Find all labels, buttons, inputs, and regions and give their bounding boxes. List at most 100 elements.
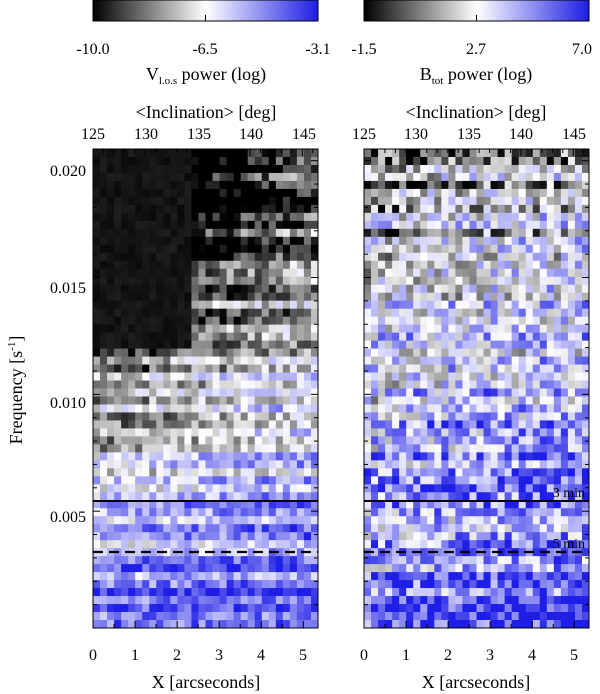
heatmap-cell [399,196,407,206]
heatmap-cell [121,572,129,581]
heatmap-cell [413,308,421,318]
heatmap-cell [455,164,463,174]
heatmap-cell [448,260,456,270]
heatmap-cell [275,332,284,341]
heatmap-cell [303,300,312,310]
heatmap-cell [483,500,491,509]
heatmap-cell [504,204,513,214]
heatmap-cell [261,260,270,270]
heatmap-cell [364,484,372,493]
heatmap-cell [170,236,178,246]
heatmap-cell [434,604,442,613]
heatmap-cell [205,580,213,589]
heatmap-cell [212,580,220,589]
heatmap-cell [212,540,220,549]
heatmap-cell [371,556,379,565]
heatmap-cell [226,212,235,222]
heatmap-cell [497,356,506,365]
heatmap-cell [406,228,414,238]
heatmap-cell [289,380,298,389]
heatmap-cell [511,252,520,262]
heatmap-cell [282,620,291,629]
heatmap-cell [399,596,407,605]
heatmap-cell [525,324,534,334]
heatmap-cell [149,340,157,349]
heatmap-cell [282,596,291,605]
heatmap-cell [303,468,312,477]
heatmap-cell [310,348,319,357]
heatmap-cell [289,220,298,230]
heatmap-cell [156,436,164,445]
heatmap-cell [518,388,527,397]
heatmap-cell [170,356,178,365]
heatmap-cell [93,556,101,565]
heatmap-cell [170,564,178,573]
heatmap-cell [296,356,305,365]
heatmap-cell [518,476,527,485]
heatmap-cell [191,149,199,158]
heatmap-cell [567,276,576,286]
heatmap-cell [198,516,206,525]
heatmap-cell [205,356,213,365]
heatmap-cell [226,268,235,278]
heatmap-cell [469,532,477,541]
heatmap-cell [107,564,115,573]
heatmap-cell [142,260,150,270]
heatmap-cell [247,156,256,166]
heatmap-cell [455,596,463,605]
heatmap-cell [462,340,470,349]
heatmap-cell [574,388,583,397]
heatmap-cell [275,484,284,493]
heatmap-cell [114,604,122,613]
heatmap-cell [254,244,263,254]
heatmap-cell [289,284,298,294]
heatmap-cell [142,180,150,190]
heatmap-cell [219,516,227,525]
heatmap-cell [462,476,470,485]
heatmap-cell [170,292,178,302]
heatmap-cell [163,476,171,485]
heatmap-cell [371,196,379,206]
heatmap-cell [462,500,470,509]
heatmap-cell [128,276,136,286]
heatmap-cell [275,380,284,389]
heatmap-cell [525,180,534,190]
heatmap-cell [469,620,477,629]
heatmap-cell [483,580,491,589]
heatmap-cell [268,404,277,413]
heatmap-cell [240,284,249,294]
heatmap-cell [406,420,414,429]
heatmap-cell [420,500,428,509]
heatmap-cell [128,260,136,270]
left-top-tick-label-145: 145 [292,126,316,143]
heatmap-cell [364,500,372,509]
heatmap-cell [413,484,421,493]
heatmap-cell [469,196,477,206]
heatmap-cell [247,228,256,238]
heatmap-cell [135,260,143,270]
heatmap-cell [483,364,491,373]
heatmap-cell [240,149,249,158]
heatmap-cell [100,188,108,198]
heatmap-cell [233,396,242,405]
heatmap-cell [483,316,491,326]
heatmap-cell [490,156,498,166]
heatmap-cell [539,532,548,541]
heatmap-cell [413,476,421,485]
heatmap-cell [497,572,506,581]
heatmap-cell [560,356,569,365]
heatmap-cell [177,156,185,166]
heatmap-cell [219,372,227,381]
heatmap-cell [121,348,129,357]
heatmap-cell [539,284,548,294]
heatmap-cell [247,484,256,493]
heatmap-cell [532,500,541,509]
heatmap-cell [567,244,576,254]
heatmap-cell [233,244,242,254]
heatmap-cell [441,204,449,214]
heatmap-cell [406,236,414,246]
heatmap-cell [420,396,428,405]
heatmap-cell [413,444,421,453]
heatmap-cell [518,228,527,238]
heatmap-cell [240,420,249,429]
